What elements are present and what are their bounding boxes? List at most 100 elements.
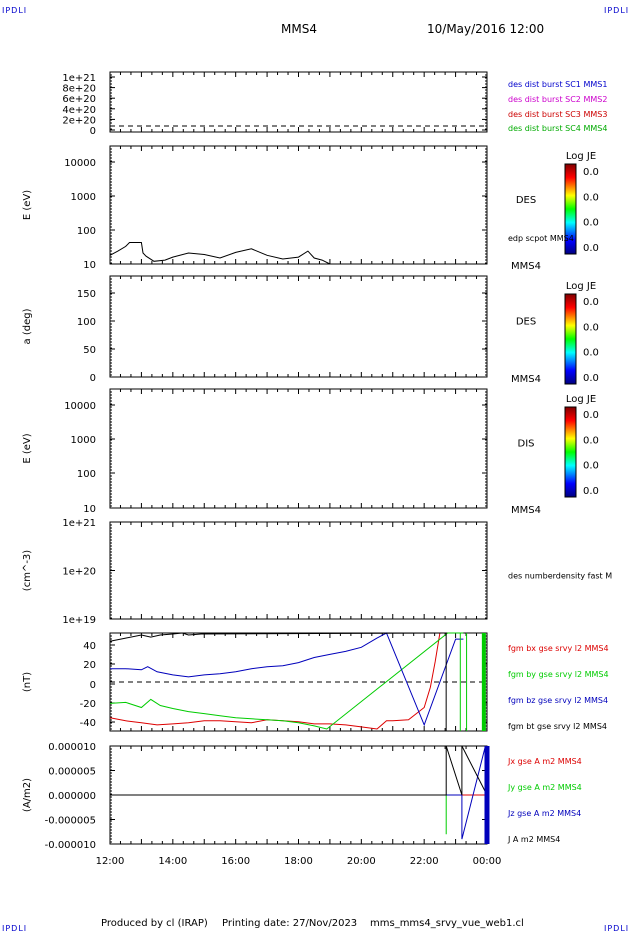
y-tick-label: 4e+20 xyxy=(62,105,96,116)
y-tick-label: 10000 xyxy=(64,158,96,169)
legend-entry: J A m2 MMS4 xyxy=(507,835,560,844)
legend-entry: Jx gse A m2 MMS4 xyxy=(507,757,582,766)
legend-entry: des dist burst SC1 MMS1 xyxy=(508,80,607,89)
colorbar-tick-label: 0.0 xyxy=(583,435,599,446)
side-label-spacecraft: MMS4 xyxy=(511,505,541,516)
panel-3-frame xyxy=(109,275,488,378)
printing-date: Printing date: 27/Nov/2023 xyxy=(222,918,358,929)
x-tick-label: 18:00 xyxy=(284,856,313,867)
overlay-label: edp scpot MMS4 xyxy=(508,234,574,243)
y-tick-label: 10 xyxy=(83,504,96,515)
legend-entry: fgm bt gse srvy l2 MMS4 xyxy=(508,722,607,731)
colorbar-tick-label: 0.0 xyxy=(583,373,599,384)
y-axis-label: E (eV) xyxy=(22,190,33,220)
y-tick-label: 1000 xyxy=(71,192,96,203)
corner-label-bottom-left: IPDLI xyxy=(2,924,28,933)
side-label: DES xyxy=(516,195,536,206)
y-axis-label: (A/m2) xyxy=(22,778,33,812)
y-tick-label: 1e+21 xyxy=(62,518,96,529)
colorbar-title: Log JE xyxy=(566,394,596,405)
panel-2-frame xyxy=(109,145,488,265)
panel-1-frame xyxy=(109,71,488,133)
series-line-3 xyxy=(110,632,464,727)
y-axis-label: E (eV) xyxy=(22,433,33,463)
y-tick-label: 0 xyxy=(90,373,96,384)
legend-entry: des dist burst SC2 MMS2 xyxy=(508,95,607,104)
series-line-2 xyxy=(110,794,447,835)
legend-entry: fgm bx gse srvy l2 MMS4 xyxy=(508,644,609,653)
y-tick-label: 40 xyxy=(83,641,96,652)
side-label-spacecraft: MMS4 xyxy=(511,261,541,272)
colorbar-tick-label: 0.0 xyxy=(583,218,599,229)
x-tick-label: 20:00 xyxy=(347,856,376,867)
y-tick-label: 1e+19 xyxy=(62,615,96,626)
series-line-4 xyxy=(109,632,447,642)
legend-entry: des dist burst SC3 MMS3 xyxy=(508,110,607,119)
colorbar-tick-label: 0.0 xyxy=(583,486,599,497)
y-tick-label: 100 xyxy=(77,226,96,237)
colorbar-tick-label: 0.0 xyxy=(583,167,599,178)
y-tick-label: 1e+21 xyxy=(62,73,96,84)
y-tick-label: 10 xyxy=(83,260,96,271)
colorbar xyxy=(564,406,577,498)
y-tick-label: 100 xyxy=(77,469,96,480)
colorbar-tick-label: 0.0 xyxy=(583,410,599,421)
series-line-1 xyxy=(109,632,441,730)
x-tick-label: 16:00 xyxy=(221,856,250,867)
side-label-spacecraft: MMS4 xyxy=(511,374,541,385)
colorbar-title: Log JE xyxy=(566,151,596,162)
colorbar-tick-label: 0.0 xyxy=(583,322,599,333)
y-tick-label: 0 xyxy=(90,680,96,691)
x-tick-label: 22:00 xyxy=(410,856,439,867)
y-tick-label: 6e+20 xyxy=(62,94,96,105)
y-tick-label: 100 xyxy=(77,317,96,328)
series-line-4 xyxy=(110,745,488,796)
y-tick-label: 10000 xyxy=(64,401,96,412)
legend-entry: Jz gse A m2 MMS4 xyxy=(507,809,581,818)
y-tick-label: 1000 xyxy=(71,435,96,446)
y-tick-label: 8e+20 xyxy=(62,84,96,95)
panel-4-frame xyxy=(109,388,488,509)
legend-entry: des dist burst SC4 MMS4 xyxy=(508,124,607,133)
y-tick-label: 0.000010 xyxy=(48,742,96,753)
corner-label-top-right: IPDLI xyxy=(604,6,630,15)
y-tick-label: -0.000010 xyxy=(45,840,96,851)
x-tick-label: 12:00 xyxy=(96,856,125,867)
legend-entry: fgm by gse srvy l2 MMS4 xyxy=(508,670,609,679)
scpot-line xyxy=(109,242,331,265)
side-label: DIS xyxy=(518,439,535,450)
x-tick-label: 00:00 xyxy=(473,856,502,867)
series-line-2 xyxy=(109,632,464,730)
colorbar-tick-label: 0.0 xyxy=(583,243,599,254)
y-tick-label: 150 xyxy=(77,289,96,300)
colorbar xyxy=(564,163,577,255)
y-axis-label: a (deg) xyxy=(22,308,33,344)
y-axis-label: (cm^-3) xyxy=(22,550,33,591)
y-tick-label: 50 xyxy=(83,345,96,356)
corner-label-top-left: IPDLI xyxy=(2,6,28,15)
legend-entry: des numberdensity fast M xyxy=(508,572,612,581)
y-tick-label: 0 xyxy=(90,126,96,137)
colorbar-tick-label: 0.0 xyxy=(583,348,599,359)
panel-5-frame xyxy=(109,521,488,620)
y-tick-label: -20 xyxy=(80,699,96,710)
produced-by: Produced by cl (IRAP) xyxy=(101,918,208,929)
output-filename: mms_mms4_srvy_vue_web1.cl xyxy=(370,918,524,929)
colorbar-tick-label: 0.0 xyxy=(583,297,599,308)
colorbar-tick-label: 0.0 xyxy=(583,192,599,203)
y-tick-label: 2e+20 xyxy=(62,115,96,126)
x-tick-label: 14:00 xyxy=(158,856,187,867)
current-burst-band xyxy=(484,746,490,844)
y-tick-label: -40 xyxy=(80,718,96,729)
y-tick-label: 0.000005 xyxy=(48,767,96,778)
corner-label-bottom-right: IPDLI xyxy=(604,924,630,933)
side-label: DES xyxy=(516,317,536,328)
y-tick-label: -0.000005 xyxy=(45,816,96,827)
legend-entry: Jy gse A m2 MMS4 xyxy=(507,783,582,792)
datetime-title: 10/May/2016 12:00 xyxy=(427,22,545,36)
y-tick-label: 1e+20 xyxy=(62,567,96,578)
spacecraft-title: MMS4 xyxy=(281,22,317,36)
y-tick-label: 0.000000 xyxy=(48,791,96,802)
colorbar-title: Log JE xyxy=(566,281,596,292)
